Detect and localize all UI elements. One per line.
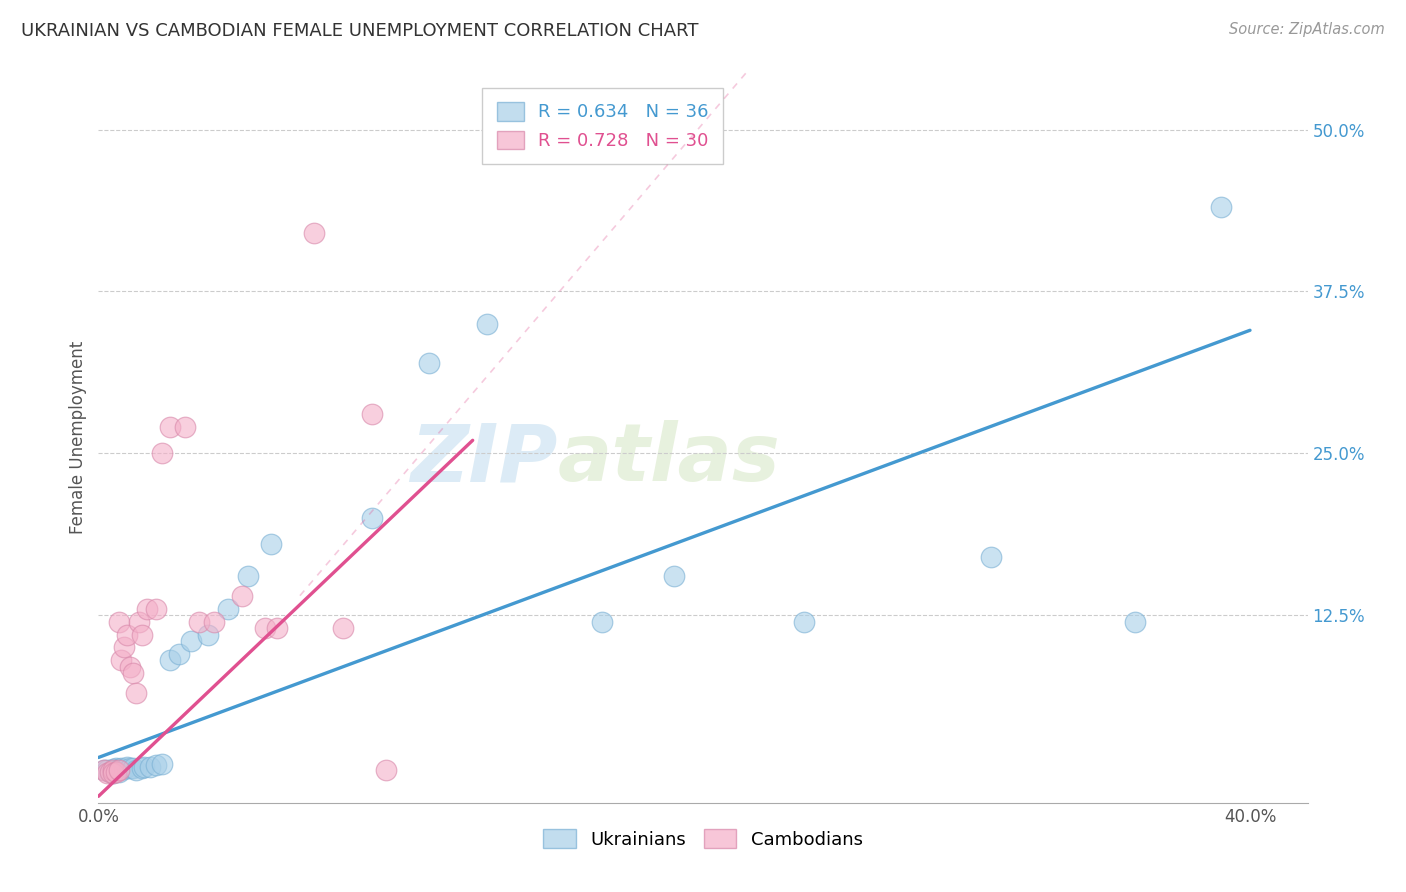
Point (107, 762, 129, 776)
Point (122, 666, 145, 681)
Point (104, 764, 127, 778)
Point (93, 764, 115, 778)
Point (93, 764, 115, 778)
Point (104, 764, 127, 779)
Point (96, 766, 118, 780)
Point (107, 764, 129, 779)
Point (125, 686, 148, 700)
Point (236, 569, 259, 583)
Point (110, 761, 132, 775)
Point (591, 615, 613, 629)
Point (150, 446, 173, 460)
Point (145, 758, 167, 772)
Point (115, 627, 138, 641)
Point (131, 627, 153, 641)
Point (266, 621, 288, 635)
Point (167, 647, 190, 661)
Point (980, 549, 1002, 564)
Legend: Ukrainians, Cambodians: Ukrainians, Cambodians (536, 822, 870, 856)
Point (145, 601, 167, 615)
Point (131, 761, 153, 775)
Point (188, 615, 211, 629)
Point (159, 420, 181, 434)
Point (1211, 200, 1233, 214)
Point (361, 408, 384, 422)
Point (197, 627, 219, 641)
Point (101, 764, 124, 778)
Point (98, 764, 121, 779)
Point (110, 653, 132, 667)
Point (375, 764, 398, 778)
Point (101, 762, 124, 776)
Point (260, 537, 283, 551)
Text: ZIP: ZIP (411, 420, 558, 498)
Point (475, 317, 498, 331)
Point (107, 615, 129, 629)
Point (793, 615, 815, 629)
Point (96, 764, 118, 778)
Point (104, 761, 127, 775)
Point (112, 640, 135, 655)
Point (139, 759, 162, 773)
Point (664, 569, 686, 583)
Point (101, 766, 124, 780)
Point (107, 764, 129, 778)
Point (112, 762, 135, 776)
Y-axis label: Female Unemployment: Female Unemployment (69, 341, 87, 533)
Point (136, 601, 159, 615)
Point (304, 226, 326, 240)
Point (180, 634, 202, 648)
Text: UKRAINIAN VS CAMBODIAN FEMALE UNEMPLOYMENT CORRELATION CHART: UKRAINIAN VS CAMBODIAN FEMALE UNEMPLOYME… (21, 22, 699, 40)
Point (128, 615, 150, 629)
Point (418, 356, 440, 370)
Point (202, 615, 225, 629)
Point (1123, 615, 1146, 629)
Text: atlas: atlas (558, 420, 780, 498)
Point (134, 759, 156, 773)
Text: Source: ZipAtlas.com: Source: ZipAtlas.com (1229, 22, 1385, 37)
Point (231, 589, 253, 603)
Point (120, 761, 142, 775)
Point (122, 761, 145, 775)
Point (332, 621, 354, 635)
Point (125, 764, 148, 778)
Point (120, 660, 142, 674)
Point (115, 759, 138, 773)
Point (101, 766, 124, 780)
Point (173, 420, 195, 434)
Point (98, 764, 121, 779)
Point (217, 601, 239, 615)
Point (150, 756, 173, 771)
Point (254, 621, 277, 635)
Point (361, 511, 384, 525)
Point (159, 653, 181, 667)
